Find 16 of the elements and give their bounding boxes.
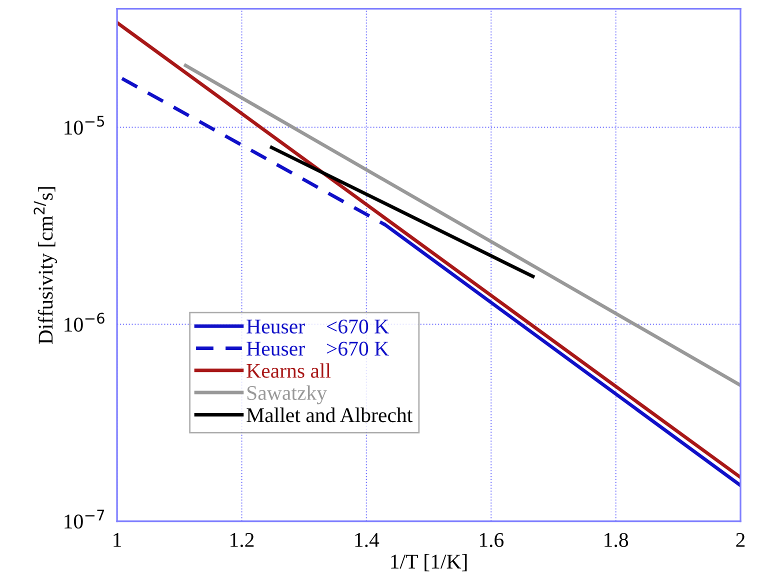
y-tick-label: 10$^{−5}$: [64, 116, 104, 135]
legend-label: Heuser <670 K: [246, 320, 389, 334]
y-tick-label: 10$^{−6}$: [64, 312, 104, 332]
x-tick-label: 1.4: [355, 533, 380, 548]
legend-label: Mallet and Albrecht: [246, 408, 413, 422]
x-tick-label: 1: [114, 533, 122, 547]
legend-label: Heuser >670 K: [246, 342, 389, 356]
legend-label: Sawatzky: [247, 385, 327, 404]
y-tick-label: 10$^{−7}$: [64, 510, 104, 529]
x-axis-title: 1/T [1/K]: [391, 554, 467, 572]
x-tick-label: 1.2: [230, 533, 254, 548]
x-tick-label: 1.8: [604, 532, 628, 548]
legend-label: Kearns all: [246, 363, 331, 378]
y-axis-title: Diffusivity [cm$^{2/}$s]: [34, 187, 58, 344]
x-tick-label: 2: [736, 533, 745, 547]
x-tick-label: 1.6: [480, 533, 504, 548]
